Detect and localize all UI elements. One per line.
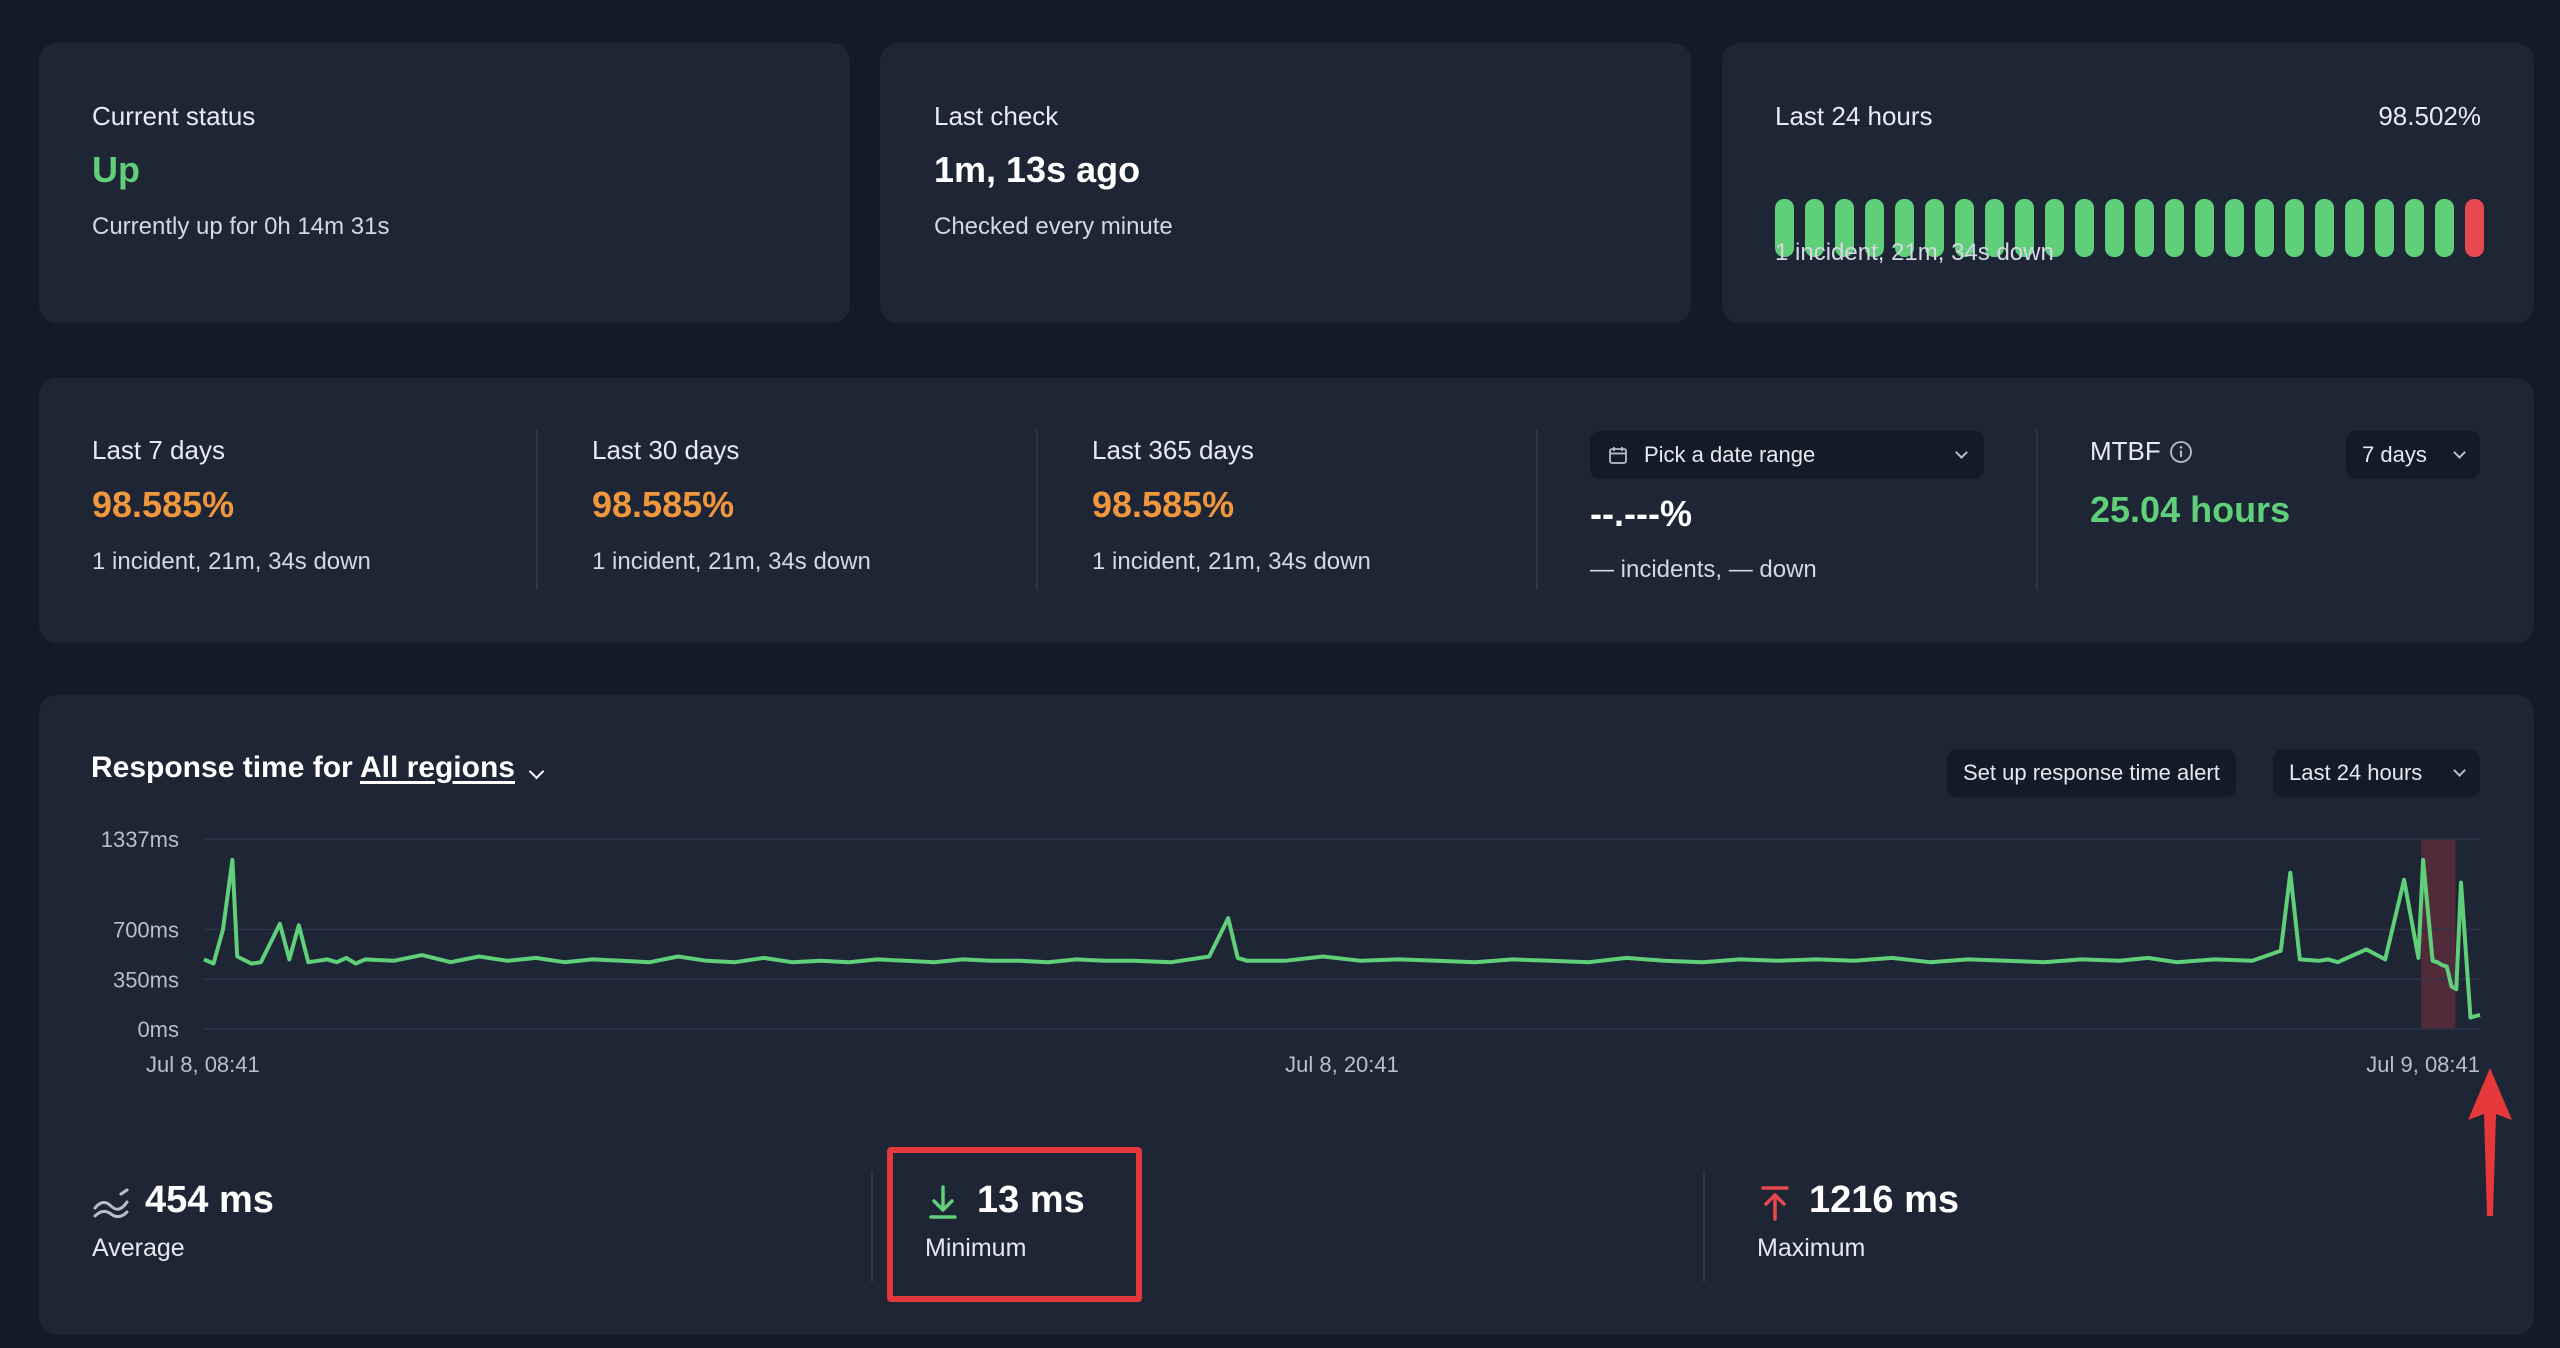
chevron-down-icon [1955,446,1968,459]
response-time-chart: 1337ms 700ms 350ms 0ms Jul 8, 08:41 Jul 8, 20… [101,827,2481,1077]
current-status-card: Current status Up Currently up for 0h 14… [39,43,850,323]
alert-button-label: Set up response time alert [1963,760,2220,785]
last-24h-card: Last 24 hours 98.502% 1 incident, 21m, 3… [1722,43,2534,323]
period-detail: 1 incident, 21m, 34s down [592,548,871,575]
last-24h-percent: 98.502% [2378,101,2481,131]
uptime-bar-up[interactable] [1835,199,1854,257]
divider [1036,430,1038,590]
mtbf-label-text: MTBF [2090,436,2161,466]
uptime-bar-up[interactable] [2255,199,2274,257]
period-value: 98.585% [592,484,735,525]
x-tick-label: Jul 8, 08:41 [146,1052,260,1077]
last-check-card: Last check 1m, 13s ago Checked every min… [880,43,1691,323]
response-time-card: Response time for All regions Set up res… [39,695,2534,1335]
custom-range-detail: — incidents, — down [1590,556,1817,583]
uptime-bar-up[interactable] [1925,199,1944,257]
period-value: 98.585% [92,484,235,525]
chevron-down-icon [2453,764,2466,777]
response-time-line [203,857,2481,1020]
divider [1536,430,1538,590]
minimum-label: Minimum [925,1234,1027,1262]
last-check-label: Last check [934,101,1059,131]
date-range-label: Pick a date range [1644,442,1816,467]
maximum-value: 1216 ms [1809,1179,1960,1221]
uptime-bar-up[interactable] [2435,199,2454,257]
average-icon [93,1188,129,1219]
region-select[interactable]: All regions [359,751,515,784]
y-tick-label: 0ms [137,1017,179,1042]
uptime-bar-up[interactable] [2285,199,2304,257]
uptime-bar-up[interactable] [2345,199,2364,257]
period-label: Last 7 days [92,435,225,465]
mtbf-value: 25.04 hours [2090,489,2291,530]
date-range-picker[interactable]: Pick a date range [1590,431,1984,479]
minimum-value: 13 ms [977,1179,1085,1221]
arrow-down-icon [929,1185,957,1219]
uptime-bar-up[interactable] [2165,199,2184,257]
average-value: 454 ms [145,1179,274,1221]
minimum-highlight-box [887,1147,1142,1302]
status-value: Up [92,149,140,190]
divider [536,430,538,590]
period-label: Last 365 days [1092,435,1254,465]
mtbf-range-select[interactable]: 7 days [2346,431,2480,479]
last-check-value: 1m, 13s ago [934,149,1141,190]
uptime-bar-up[interactable] [1775,199,1794,257]
period-detail: 1 incident, 21m, 34s down [1092,548,1371,575]
divider [1703,1170,1705,1282]
y-tick-label: 700ms [113,918,179,943]
x-tick-label: Jul 8, 20:41 [1285,1052,1399,1077]
uptime-summary-card: Last 7 days 98.585% 1 incident, 21m, 34s… [39,378,2534,643]
downtime-band [2421,839,2456,1029]
arrow-up-icon [1761,1186,1789,1221]
response-range-label: Last 24 hours [2289,760,2423,785]
response-range-select[interactable]: Last 24 hours [2273,749,2480,797]
uptime-bar-up[interactable] [2135,199,2154,257]
uptime-bar-up[interactable] [2405,199,2424,257]
uptime-bar-up[interactable] [2015,199,2034,257]
uptime-bar-up[interactable] [2315,199,2334,257]
chevron-down-icon[interactable] [529,763,545,780]
uptime-bar-down[interactable] [2465,199,2484,257]
uptime-bar-up[interactable] [1985,199,2004,257]
info-icon[interactable] [2169,440,2193,464]
period-detail: 1 incident, 21m, 34s down [92,548,371,575]
uptime-bar-up[interactable] [1895,199,1914,257]
mtbf-range-label: 7 days [2362,442,2427,467]
uptime-bar-up[interactable] [1865,199,1884,257]
status-detail: Currently up for 0h 14m 31s [92,213,390,240]
calendar-icon [1609,447,1627,464]
uptime-bar-up[interactable] [2045,199,2064,257]
divider [2036,430,2038,590]
maximum-label: Maximum [1757,1234,1866,1262]
uptime-bar-up[interactable] [2105,199,2124,257]
response-time-title: Response time for All regions [91,751,545,785]
uptime-bar-up[interactable] [2225,199,2244,257]
alert-setup-button[interactable]: Set up response time alert [1947,749,2236,797]
last-check-detail: Checked every minute [934,213,1173,240]
uptime-bar-up[interactable] [1805,199,1824,257]
title-prefix: Response time for [91,751,360,784]
uptime-bar-up[interactable] [2375,199,2394,257]
uptime-bar-up[interactable] [1955,199,1974,257]
uptime-bar-strip [1775,199,2484,257]
mtbf-label: MTBF [2090,436,2193,467]
period-value: 98.585% [1092,484,1235,525]
y-tick-label: 1337ms [101,827,179,852]
last-24h-label: Last 24 hours [1775,101,1933,131]
annotation-arrow-icon [2468,1068,2512,1216]
period-label: Last 30 days [592,435,740,465]
chevron-down-icon [2453,446,2466,459]
custom-range-value: --.---% [1590,493,1692,534]
average-label: Average [92,1234,185,1262]
current-status-label: Current status [92,101,256,131]
divider [871,1170,873,1282]
last-24h-detail: 1 incident, 21m, 34s down [1775,239,2054,266]
y-tick-label: 350ms [113,967,179,992]
uptime-bar-up[interactable] [2075,199,2094,257]
x-tick-label: Jul 9, 08:41 [2366,1052,2480,1077]
uptime-bar-up[interactable] [2195,199,2214,257]
